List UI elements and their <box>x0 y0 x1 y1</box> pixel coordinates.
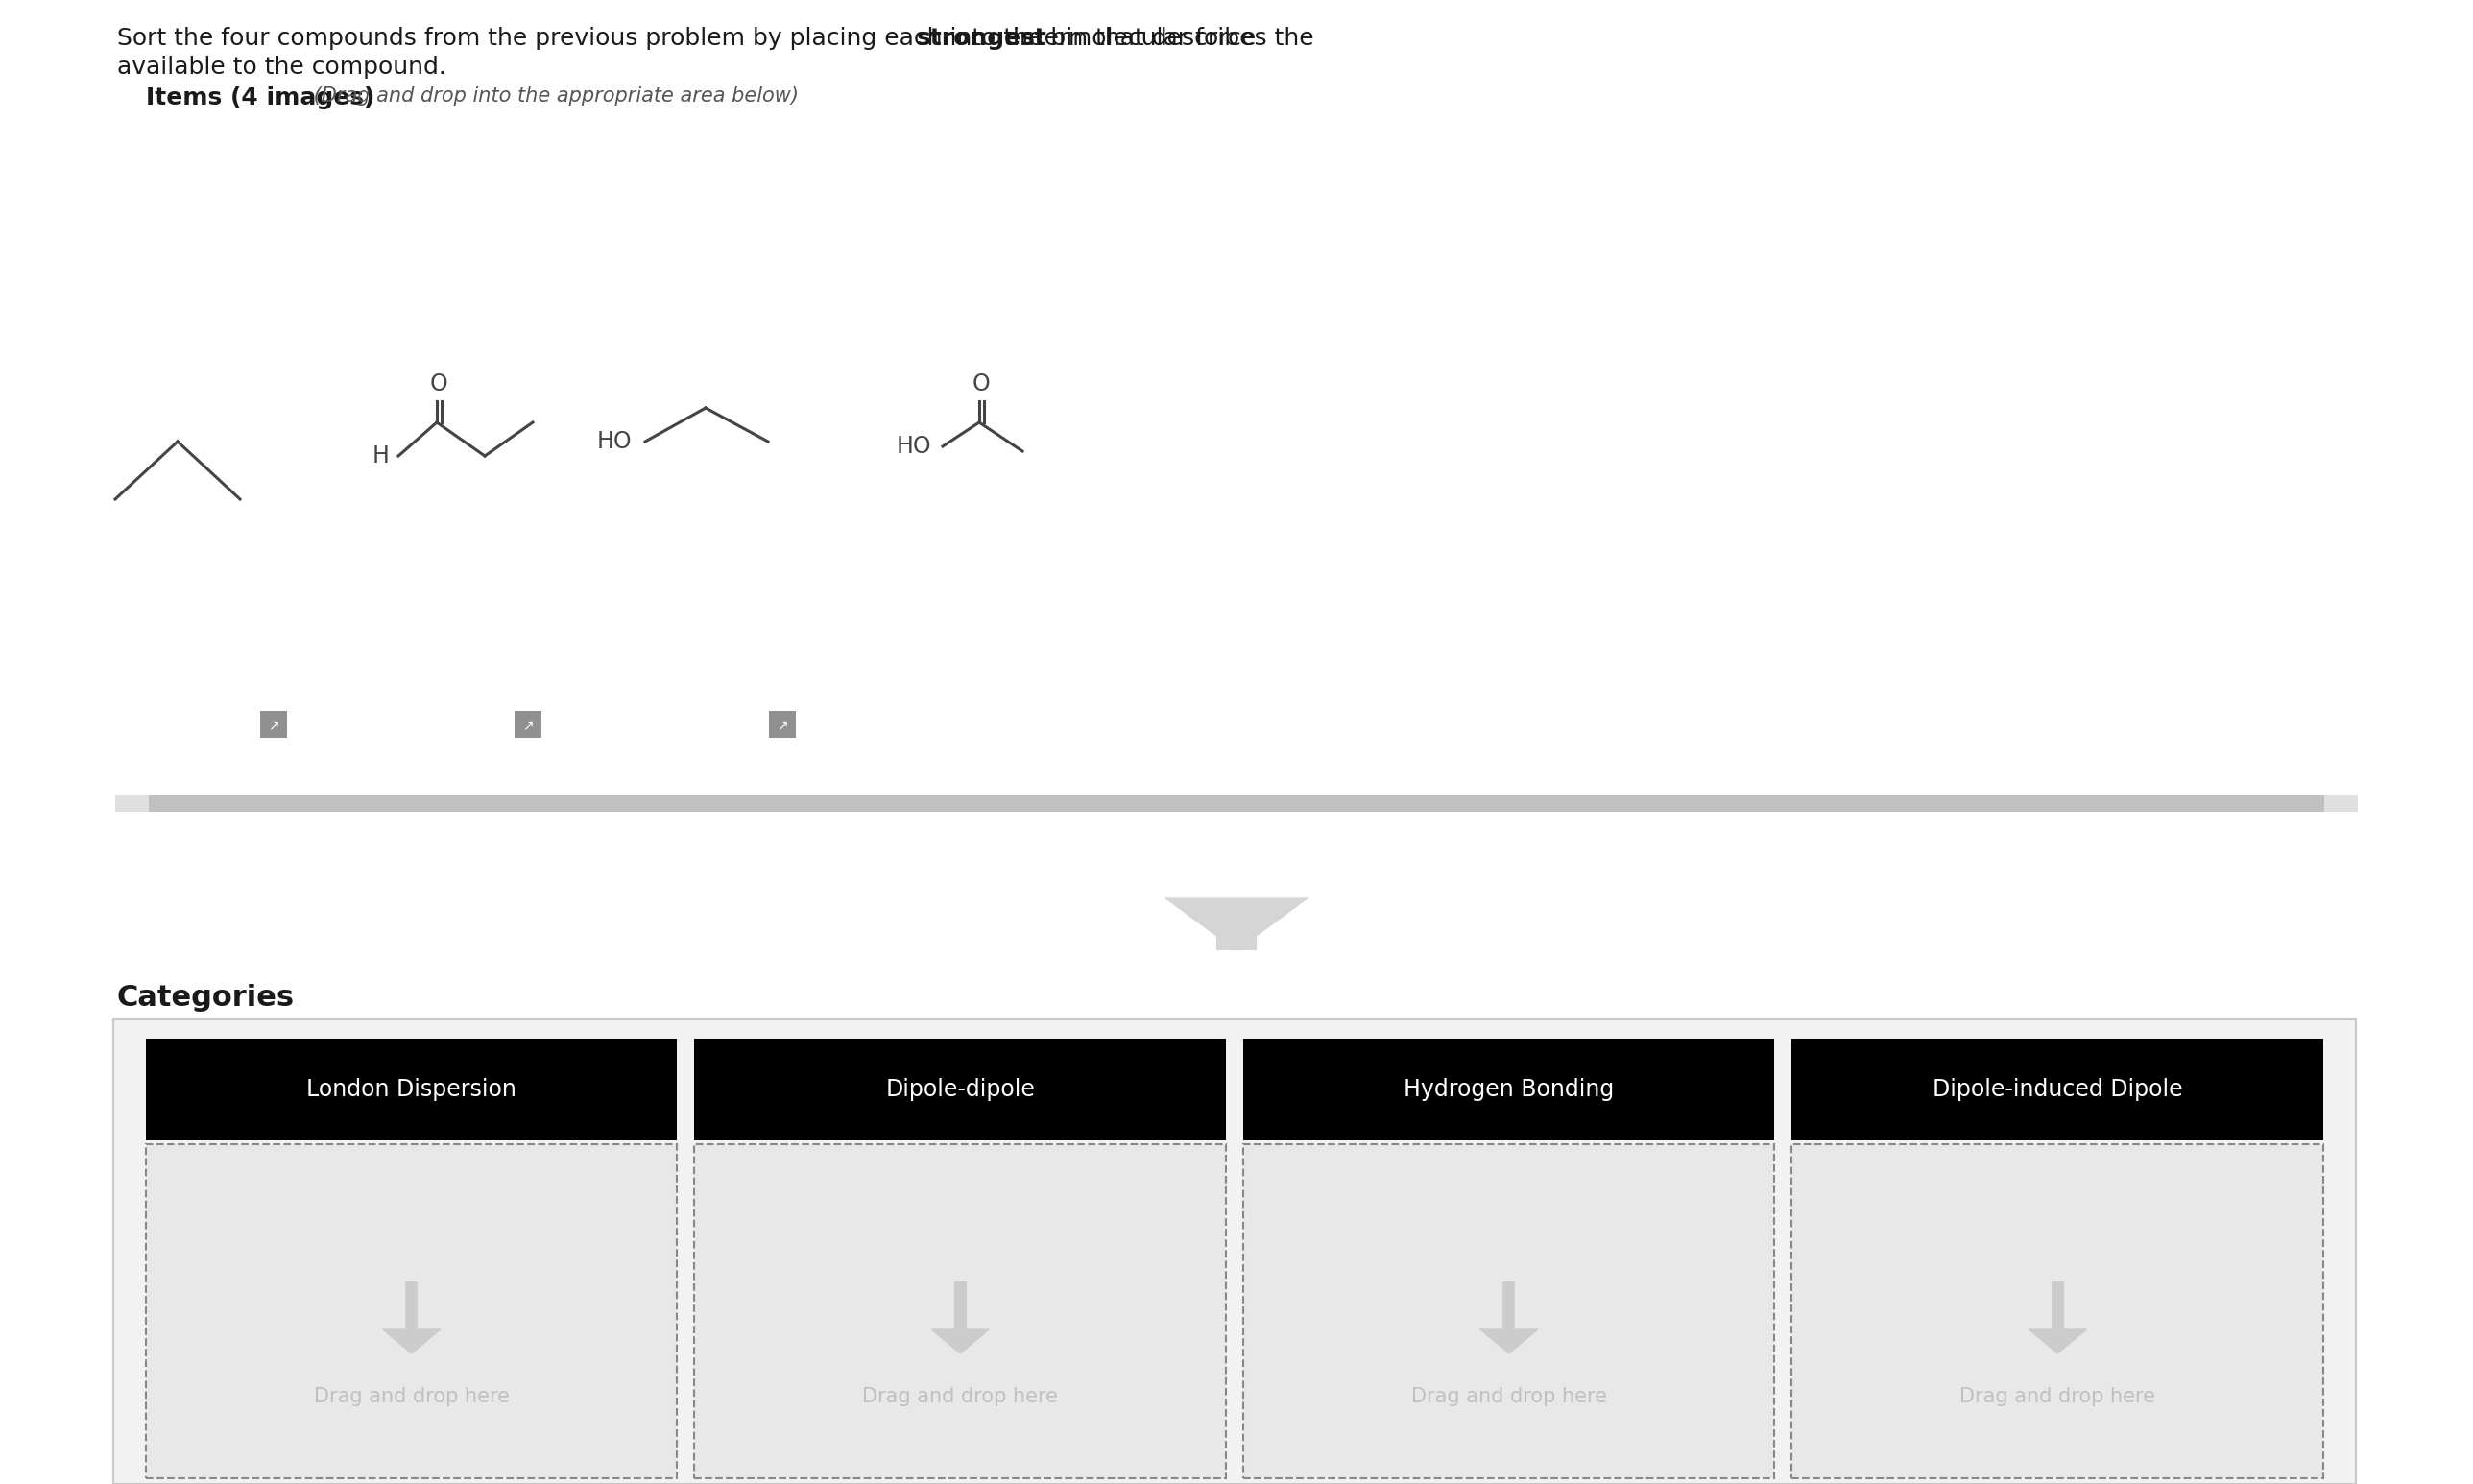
Text: Dipole-induced Dipole: Dipole-induced Dipole <box>1931 1077 2184 1101</box>
Bar <box>2325 795 2357 812</box>
Text: strongest: strongest <box>917 27 1046 50</box>
Bar <box>2050 1282 2065 1330</box>
Text: Items (4 images): Items (4 images) <box>146 86 376 110</box>
Bar <box>260 711 287 738</box>
Polygon shape <box>1165 898 1308 950</box>
Text: ↗: ↗ <box>522 718 534 732</box>
Text: London Dispersion: London Dispersion <box>307 1077 517 1101</box>
Bar <box>146 1039 678 1140</box>
Text: O: O <box>972 372 989 395</box>
Text: Hydrogen Bonding: Hydrogen Bonding <box>1405 1077 1615 1101</box>
Text: HO: HO <box>895 435 932 459</box>
Polygon shape <box>932 1330 989 1353</box>
Text: O: O <box>430 372 448 395</box>
Text: Drag and drop here: Drag and drop here <box>1412 1388 1607 1407</box>
Text: Categories: Categories <box>116 984 294 1012</box>
Bar <box>955 1282 967 1330</box>
Bar <box>695 1039 1227 1140</box>
Text: Drag and drop here: Drag and drop here <box>1959 1388 2156 1407</box>
Bar <box>695 1144 1227 1478</box>
Polygon shape <box>2028 1330 2087 1353</box>
Polygon shape <box>1481 1330 1538 1353</box>
Bar <box>1244 1039 1776 1140</box>
Bar <box>1793 1144 2322 1478</box>
Text: ↗: ↗ <box>777 718 789 732</box>
Text: available to the compound.: available to the compound. <box>116 56 445 79</box>
Bar <box>116 795 148 812</box>
Text: Dipole-dipole: Dipole-dipole <box>885 1077 1036 1101</box>
Text: intermolecular force: intermolecular force <box>1004 27 1256 50</box>
Bar <box>769 711 796 738</box>
Polygon shape <box>383 1330 440 1353</box>
Bar <box>116 795 2357 812</box>
Text: H: H <box>373 444 391 467</box>
Bar <box>146 1144 678 1478</box>
Text: HO: HO <box>596 430 633 453</box>
Text: Drag and drop here: Drag and drop here <box>314 1388 509 1407</box>
Text: (Drag and drop into the appropriate area below): (Drag and drop into the appropriate area… <box>307 86 799 105</box>
Text: ↗: ↗ <box>267 718 279 732</box>
Text: Drag and drop here: Drag and drop here <box>863 1388 1058 1407</box>
Text: Sort the four compounds from the previous problem by placing each into the bin t: Sort the four compounds from the previou… <box>116 27 1321 50</box>
Bar <box>114 1020 2357 1484</box>
Bar <box>1217 898 1256 950</box>
Bar <box>1504 1282 1516 1330</box>
Bar <box>406 1282 418 1330</box>
Bar <box>514 711 542 738</box>
Bar <box>1793 1039 2322 1140</box>
Bar <box>1244 1144 1776 1478</box>
